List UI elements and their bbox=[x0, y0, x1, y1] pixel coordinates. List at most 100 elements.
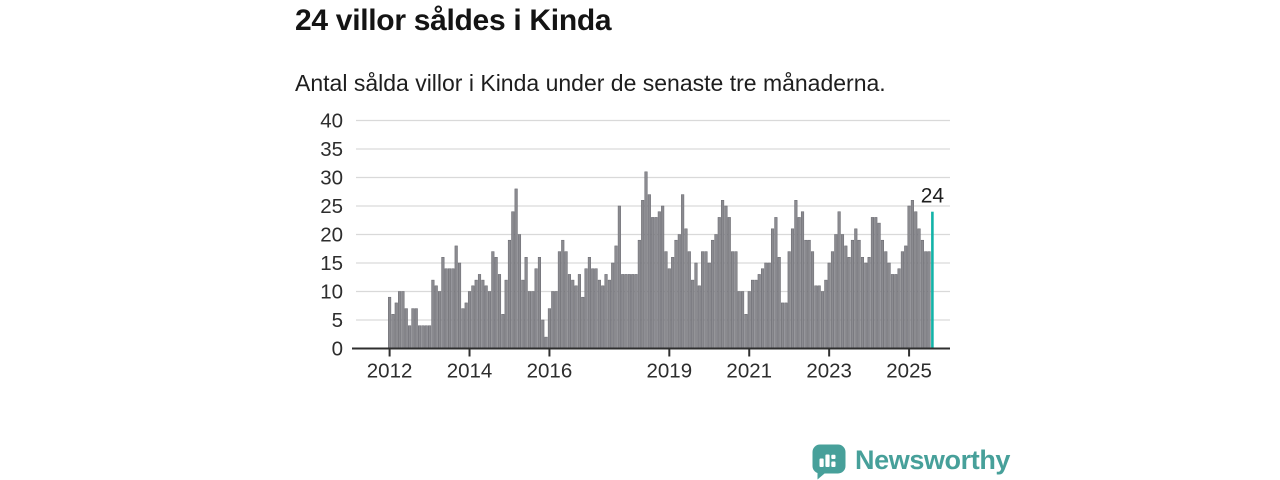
y-axis-label: 25 bbox=[320, 195, 343, 218]
bar bbox=[900, 251, 904, 349]
bar bbox=[501, 314, 505, 349]
bar bbox=[481, 279, 485, 349]
bar bbox=[394, 302, 398, 349]
bar bbox=[761, 268, 765, 349]
y-axis-label: 20 bbox=[320, 224, 343, 247]
bar bbox=[461, 308, 465, 349]
bar bbox=[547, 308, 551, 349]
bar bbox=[614, 245, 618, 349]
bar bbox=[451, 268, 455, 349]
bar bbox=[837, 211, 841, 349]
bar bbox=[800, 211, 805, 349]
bar bbox=[714, 234, 718, 349]
bar bbox=[784, 302, 788, 349]
x-axis-label: 2012 bbox=[367, 360, 413, 383]
bar bbox=[577, 274, 581, 349]
bar bbox=[477, 274, 482, 349]
bar bbox=[747, 291, 751, 349]
bar bbox=[697, 285, 701, 349]
bar bbox=[551, 291, 555, 349]
bar bbox=[741, 291, 745, 349]
bar bbox=[777, 257, 781, 349]
bar bbox=[707, 262, 711, 349]
bar bbox=[810, 251, 815, 349]
bar bbox=[897, 268, 901, 349]
bar bbox=[727, 217, 731, 349]
bar bbox=[504, 279, 508, 349]
bar bbox=[457, 262, 462, 349]
bar bbox=[587, 257, 591, 349]
x-axis-label: 2014 bbox=[447, 360, 493, 383]
bar bbox=[917, 228, 921, 349]
bar bbox=[494, 257, 498, 349]
bar bbox=[521, 279, 525, 349]
bar bbox=[414, 308, 418, 349]
bar bbox=[561, 239, 565, 349]
bar bbox=[664, 251, 668, 349]
bar bbox=[581, 296, 585, 349]
bar bbox=[910, 200, 914, 349]
bar bbox=[601, 285, 605, 349]
bar bbox=[471, 285, 475, 349]
bar bbox=[637, 239, 641, 349]
bar bbox=[721, 200, 725, 349]
bar bbox=[807, 239, 811, 349]
bar bbox=[880, 239, 884, 349]
bar bbox=[687, 251, 691, 349]
bar bbox=[594, 268, 598, 349]
bar bbox=[431, 279, 435, 349]
bar bbox=[814, 285, 818, 349]
bar bbox=[671, 257, 675, 349]
y-axis-label: 40 bbox=[320, 110, 343, 133]
highlight-bar bbox=[931, 211, 934, 349]
bar bbox=[867, 257, 871, 349]
bar bbox=[621, 274, 625, 349]
bar bbox=[631, 274, 635, 349]
bar bbox=[647, 194, 651, 349]
bar bbox=[634, 274, 638, 349]
y-axis-label: 15 bbox=[320, 252, 343, 275]
bar bbox=[617, 205, 621, 349]
branding-wordmark: Newsworthy bbox=[855, 444, 1011, 475]
bar bbox=[401, 291, 405, 349]
bar bbox=[874, 217, 878, 349]
bar bbox=[571, 279, 575, 349]
bar bbox=[657, 211, 661, 349]
bar bbox=[734, 251, 738, 349]
bar bbox=[491, 251, 495, 349]
bar bbox=[447, 268, 452, 349]
bar bbox=[584, 268, 588, 349]
bar bbox=[661, 205, 665, 349]
bar bbox=[694, 262, 698, 349]
bar bbox=[467, 291, 472, 349]
bar bbox=[804, 239, 808, 349]
chart-title: 24 villor såldes i Kinda bbox=[295, 4, 612, 37]
bar bbox=[597, 279, 601, 349]
bar bbox=[607, 279, 611, 349]
bar bbox=[421, 325, 425, 349]
bar bbox=[820, 291, 825, 349]
bar bbox=[691, 279, 695, 349]
bar bbox=[794, 200, 798, 349]
bar bbox=[641, 200, 645, 349]
bar bbox=[870, 217, 875, 349]
bar bbox=[854, 228, 858, 349]
bar bbox=[464, 302, 468, 349]
bar bbox=[717, 217, 721, 349]
bar bbox=[877, 222, 881, 349]
bar bbox=[890, 274, 894, 349]
bar bbox=[757, 274, 761, 349]
bar bbox=[667, 268, 671, 349]
bar bbox=[627, 274, 631, 349]
bar bbox=[847, 257, 851, 349]
value-label: 24 bbox=[921, 185, 945, 208]
bar bbox=[604, 274, 608, 349]
bar bbox=[887, 262, 891, 349]
bar bbox=[830, 251, 835, 349]
bar bbox=[904, 245, 908, 349]
bar bbox=[497, 274, 502, 349]
bar bbox=[681, 194, 685, 349]
x-axis-label: 2023 bbox=[806, 360, 852, 383]
logo-bar-chart-glyph bbox=[819, 454, 836, 467]
